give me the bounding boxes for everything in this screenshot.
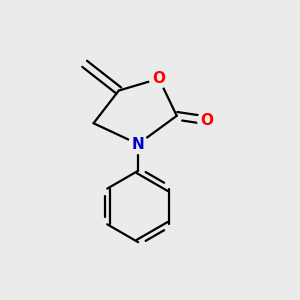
Text: N: N (132, 136, 145, 152)
Circle shape (198, 111, 215, 129)
Text: O: O (200, 113, 213, 128)
Circle shape (129, 134, 148, 154)
Text: O: O (152, 71, 165, 86)
Circle shape (149, 69, 168, 88)
